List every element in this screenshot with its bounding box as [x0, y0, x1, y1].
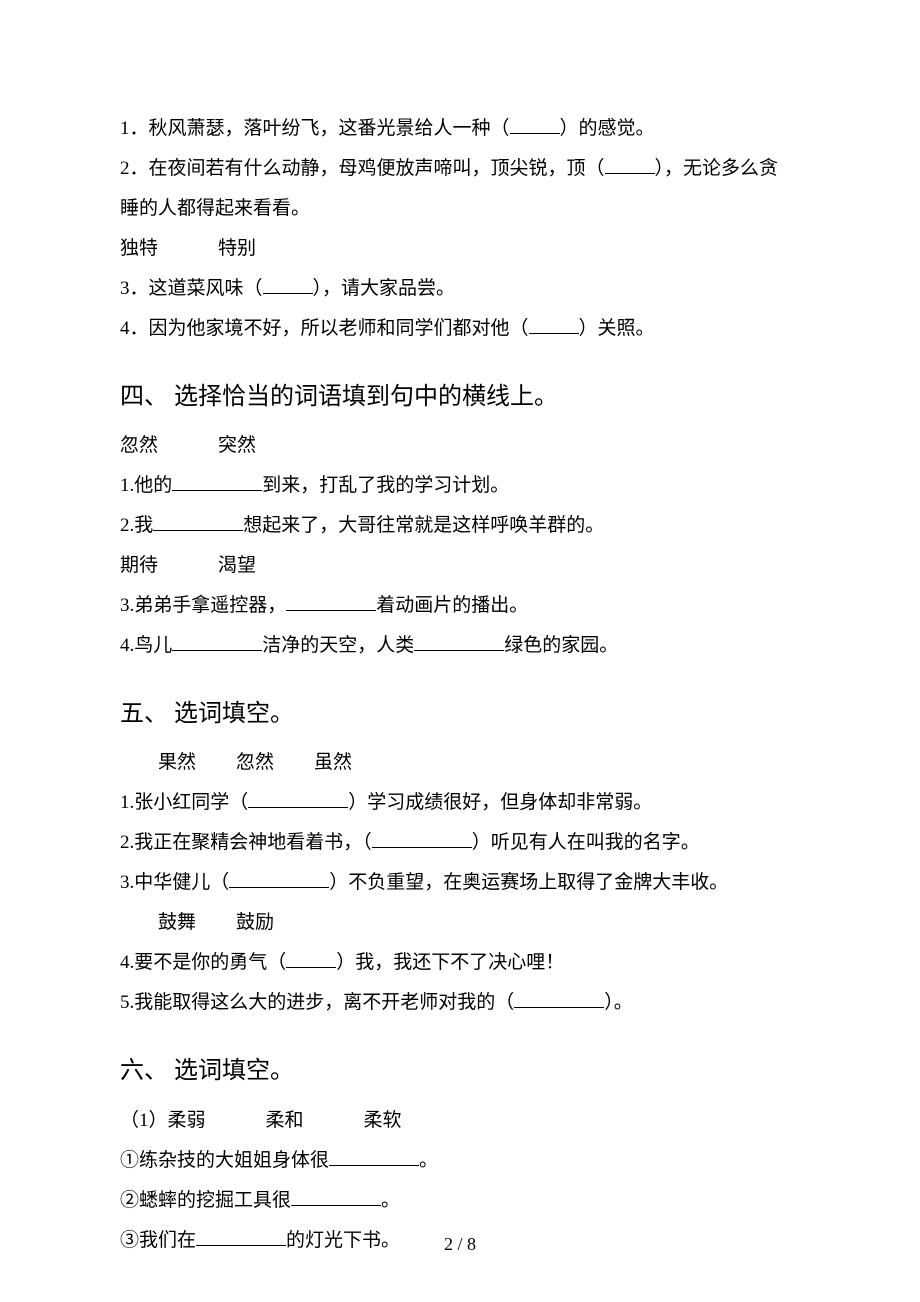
s6-q2-a: ②蟋蟀的挖掘工具很	[120, 1190, 291, 1211]
s5-q1: 1.张小红同学（ ）学习成绩很好，但身体却非常弱。	[120, 784, 800, 822]
s5-word-5: 鼓励	[236, 912, 274, 933]
s4-q4-b: 洁净的天空，人类	[262, 635, 414, 656]
s4-word-b2: 渴望	[218, 555, 256, 576]
s6-q2: ②蟋蟀的挖掘工具很 。	[120, 1182, 800, 1220]
s5-q5-a: 5.我能取得这么大的进步，离不开老师对我的（	[120, 992, 514, 1013]
s4-q4-blank2[interactable]	[414, 628, 504, 651]
s5-q1-b: ）学习成绩很好，但身体却非常弱。	[348, 792, 652, 813]
s4-words-a: 忽然 突然	[120, 427, 800, 465]
s6-word-2: 柔和	[266, 1110, 304, 1131]
top-word-2: 特别	[218, 238, 256, 259]
s5-q3-a: 3.中华健儿（	[120, 872, 229, 893]
s5-q1-a: 1.张小红同学（	[120, 792, 248, 813]
s5-words-1: 果然 忽然 虽然	[120, 744, 800, 782]
s4-q2-b: 想起来了，大哥往常就是这样呼唤羊群的。	[243, 515, 604, 536]
s6-words-1: （1）柔弱 柔和 柔软	[120, 1102, 800, 1140]
s6-q1: ①练杂技的大姐姐身体很 。	[120, 1142, 800, 1180]
s5-q5: 5.我能取得这么大的进步，离不开老师对我的（ ）。	[120, 984, 800, 1022]
s5-q2-a: 2.我正在聚精会神地看着书，（	[120, 832, 372, 853]
q4-blank[interactable]	[529, 311, 579, 334]
s5-q4-blank[interactable]	[286, 946, 336, 969]
s6-q1-blank[interactable]	[329, 1143, 419, 1166]
s4-q3-b: 着动画片的播出。	[376, 595, 528, 616]
s6-q2-blank[interactable]	[291, 1183, 381, 1206]
q3-text-a: 3．这道菜风味（	[120, 278, 263, 299]
s5-word-2: 忽然	[236, 752, 274, 773]
s6-q1-a: ①练杂技的大姐姐身体很	[120, 1150, 329, 1171]
s5-q2: 2.我正在聚精会神地看着书，（ ）听见有人在叫我的名字。	[120, 824, 800, 862]
section-4-heading: 四、 选择恰当的词语填到句中的横线上。	[120, 376, 800, 419]
q4-text-a: 4．因为他家境不好，所以老师和同学们都对他（	[120, 318, 529, 339]
s5-q4-a: 4.要不是你的勇气（	[120, 952, 286, 973]
section-6-heading: 六、 选词填空。	[120, 1050, 800, 1093]
s4-q2-blank[interactable]	[153, 508, 243, 531]
s4-word-a2: 突然	[218, 435, 256, 456]
s5-q1-blank[interactable]	[248, 786, 348, 809]
s6-q1-b: 。	[419, 1150, 438, 1171]
s4-q1-a: 1.他的	[120, 475, 172, 496]
s4-word-a1: 忽然	[120, 435, 158, 456]
s5-q5-b: ）。	[604, 992, 633, 1013]
q2-text-c: 睡的人都得起来看看。	[120, 198, 310, 219]
q3: 3．这道菜风味（ ），请大家品尝。	[120, 270, 800, 308]
s4-q1-blank[interactable]	[172, 468, 262, 491]
s5-q3-b: ）不负重望，在奥运赛场上取得了金牌大丰收。	[329, 872, 728, 893]
s6-word-3: 柔软	[364, 1110, 402, 1131]
s6-q2-b: 。	[381, 1190, 400, 1211]
s6-group1-label: （1）柔弱	[120, 1110, 206, 1131]
q1-text-a: 1．秋风萧瑟，落叶纷飞，这番光景给人一种（	[120, 118, 510, 139]
s4-q3-blank[interactable]	[286, 588, 376, 611]
section-5-heading: 五、 选词填空。	[120, 693, 800, 736]
s5-q2-blank[interactable]	[372, 826, 472, 849]
s5-q2-b: ）听见有人在叫我的名字。	[472, 832, 700, 853]
s4-q4: 4.鸟儿 洁净的天空，人类 绿色的家园。	[120, 627, 800, 665]
q2-text-a: 2．在夜间若有什么动静，母鸡便放声啼叫，顶尖锐，顶（	[120, 158, 605, 179]
s4-word-b1: 期待	[120, 555, 158, 576]
s5-word-1: 果然	[158, 752, 196, 773]
s5-q4-b: ）我，我还下不了决心哩！	[336, 952, 564, 973]
s5-words-2: 鼓舞 鼓励	[120, 904, 800, 942]
q2-line1: 2．在夜间若有什么动静，母鸡便放声啼叫，顶尖锐，顶（ ），无论多么贪	[120, 150, 800, 188]
s5-q4: 4.要不是你的勇气（ ）我，我还下不了决心哩！	[120, 944, 800, 982]
s4-q4-blank1[interactable]	[172, 628, 262, 651]
top-word-1: 独特	[120, 238, 158, 259]
q1: 1．秋风萧瑟，落叶纷飞，这番光景给人一种（ ）的感觉。	[120, 110, 800, 148]
q4: 4．因为他家境不好，所以老师和同学们都对他（ ）关照。	[120, 310, 800, 348]
s4-words-b: 期待 渴望	[120, 547, 800, 585]
s4-q1-b: 到来，打乱了我的学习计划。	[262, 475, 509, 496]
s5-q3-blank[interactable]	[229, 866, 329, 889]
s4-q3-a: 3.弟弟手拿遥控器，	[120, 595, 286, 616]
s4-q4-c: 绿色的家园。	[504, 635, 618, 656]
q2-line2: 睡的人都得起来看看。	[120, 190, 800, 228]
q1-blank[interactable]	[510, 111, 560, 134]
s5-word-4: 鼓舞	[158, 912, 196, 933]
s4-q2: 2.我 想起来了，大哥往常就是这样呼唤羊群的。	[120, 507, 800, 545]
page-number: 2 / 8	[0, 1226, 920, 1262]
s4-q3: 3.弟弟手拿遥控器， 着动画片的播出。	[120, 587, 800, 625]
q2-text-b: ），无论多么贪	[655, 158, 779, 179]
s4-q1: 1.他的 到来，打乱了我的学习计划。	[120, 467, 800, 505]
q4-text-b: ）关照。	[579, 318, 655, 339]
q1-text-b: ）的感觉。	[560, 118, 655, 139]
q3-blank[interactable]	[263, 271, 313, 294]
s5-q3: 3.中华健儿（ ）不负重望，在奥运赛场上取得了金牌大丰收。	[120, 864, 800, 902]
s4-q4-a: 4.鸟儿	[120, 635, 172, 656]
q2-blank[interactable]	[605, 151, 655, 174]
s5-q5-blank[interactable]	[514, 986, 604, 1009]
s4-q2-a: 2.我	[120, 515, 153, 536]
s5-word-3: 虽然	[314, 752, 352, 773]
top-words: 独特 特别	[120, 230, 800, 268]
q3-text-b: ），请大家品尝。	[313, 278, 456, 299]
